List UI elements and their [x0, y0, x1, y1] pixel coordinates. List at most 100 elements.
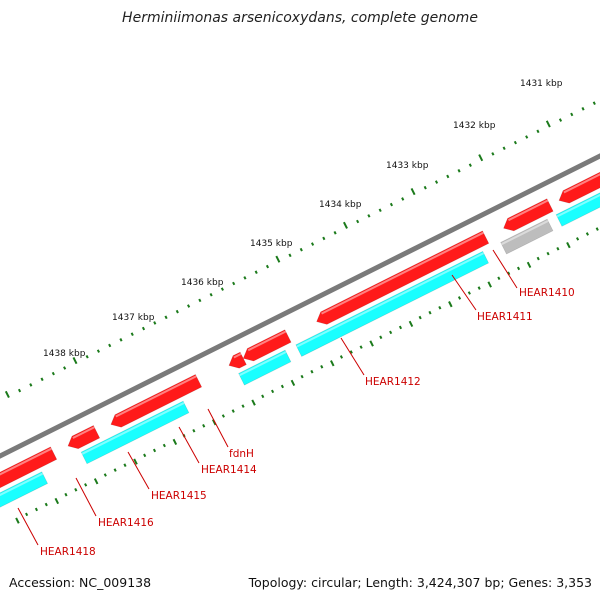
scale-tick — [198, 298, 202, 303]
kbp-tick-label: 1434 kbp — [319, 200, 362, 210]
scale-tick — [356, 219, 360, 224]
scale-tick — [44, 502, 48, 507]
kbp-tick-label: 1438 kbp — [43, 349, 86, 359]
scale-tick — [192, 428, 196, 433]
scale-tick — [119, 338, 123, 342]
gene-label: HEAR1415 — [151, 490, 207, 502]
scale-tick — [570, 112, 574, 117]
scale-tick — [290, 379, 296, 387]
scale-tick — [502, 146, 506, 151]
gene-arrow — [503, 198, 554, 232]
scale-tick — [162, 443, 166, 448]
scale-tick — [17, 388, 22, 393]
scale-tick — [536, 256, 540, 261]
scale-tick — [202, 424, 206, 428]
scale-tick — [438, 305, 442, 310]
scale-tick — [141, 326, 146, 331]
kbp-tick-label: 1436 kbp — [181, 278, 224, 288]
scale-tick — [330, 360, 335, 367]
gene-arrow-highlight — [72, 426, 95, 439]
kbp-tick-label: 1435 kbp — [250, 239, 293, 249]
gene-label: HEAR1418 — [40, 546, 96, 558]
scale-tick — [152, 448, 157, 453]
scale-tick — [4, 390, 10, 398]
scale-tick — [29, 383, 33, 387]
scale-tick — [478, 154, 484, 162]
gene-arrow — [67, 425, 101, 450]
cds-bar — [0, 471, 49, 508]
scale-tick — [401, 197, 405, 201]
cds-bar — [295, 250, 489, 357]
gene-label: fdnH — [229, 448, 254, 460]
kbp-tick-label: 1432 kbp — [453, 121, 496, 131]
topology-text: Topology: circular; Length: 3,424,307 bp… — [248, 575, 592, 590]
scale-tick — [34, 507, 39, 512]
scale-tick — [64, 492, 68, 497]
scale-tick — [477, 286, 481, 290]
scale-tick — [457, 169, 461, 173]
scale-tick — [418, 315, 422, 320]
scale-tick — [232, 281, 236, 286]
scale-tick — [389, 202, 394, 207]
cds-bar-highlight — [0, 472, 44, 497]
gene-arrow-highlight — [508, 199, 549, 222]
gene-arrow — [0, 446, 58, 489]
scale-tick — [369, 340, 374, 347]
scale-tick — [398, 325, 403, 330]
scale-tick — [546, 251, 550, 256]
gene-leader-line — [340, 337, 365, 376]
gene-arrow-highlight — [0, 447, 52, 476]
scale-tick — [576, 237, 580, 241]
scale-tick — [585, 232, 589, 236]
gene-arrow — [558, 171, 600, 204]
gene-leader-line — [178, 426, 200, 464]
scale-tick — [220, 287, 224, 291]
gene-arrow-highlight — [247, 330, 287, 352]
scale-tick — [123, 463, 127, 467]
scale-tick — [172, 438, 178, 446]
scale-tick — [275, 255, 281, 263]
kbp-tick-label: 1433 kbp — [386, 161, 429, 171]
cds-bar — [238, 349, 292, 386]
backbone-line — [0, 153, 600, 459]
scale-tick — [558, 118, 563, 122]
scale-tick — [359, 345, 363, 349]
scale-tick — [497, 276, 501, 281]
gene-label: HEAR1414 — [201, 464, 257, 476]
scale-tick — [15, 517, 20, 524]
scale-tick — [175, 309, 179, 314]
scale-tick — [507, 271, 511, 276]
scale-tick — [322, 236, 326, 241]
scale-tick — [468, 163, 472, 167]
scale-tick — [448, 301, 453, 308]
gene-label: HEAR1410 — [519, 287, 575, 299]
scale-tick — [209, 292, 213, 297]
scale-tick — [84, 483, 88, 487]
scale-tick — [113, 468, 117, 472]
scale-tick — [310, 242, 315, 246]
scale-tick — [254, 270, 258, 275]
scale-tick — [74, 487, 78, 492]
scale-tick — [367, 214, 371, 218]
scale-tick — [428, 310, 432, 315]
scale-tick — [231, 409, 235, 413]
scale-tick — [595, 227, 599, 231]
scale-tick — [423, 185, 427, 190]
scale-tick — [516, 266, 521, 271]
pseudogene-bar-highlight — [501, 220, 549, 246]
scale-tick — [130, 332, 134, 336]
scale-tick — [143, 453, 147, 458]
scale-tick — [487, 281, 492, 288]
scale-tick — [153, 321, 157, 325]
outer-scale — [4, 101, 596, 398]
scale-tick — [25, 512, 29, 517]
cds-bar-highlight — [556, 193, 600, 218]
scale-tick — [310, 369, 314, 374]
scale-tick — [349, 350, 353, 354]
scale-tick — [280, 384, 284, 389]
scale-tick — [378, 208, 382, 213]
gene-leader-line — [127, 451, 150, 490]
scale-tick — [300, 374, 304, 379]
scale-tick — [299, 247, 303, 252]
scale-tick — [320, 365, 324, 369]
